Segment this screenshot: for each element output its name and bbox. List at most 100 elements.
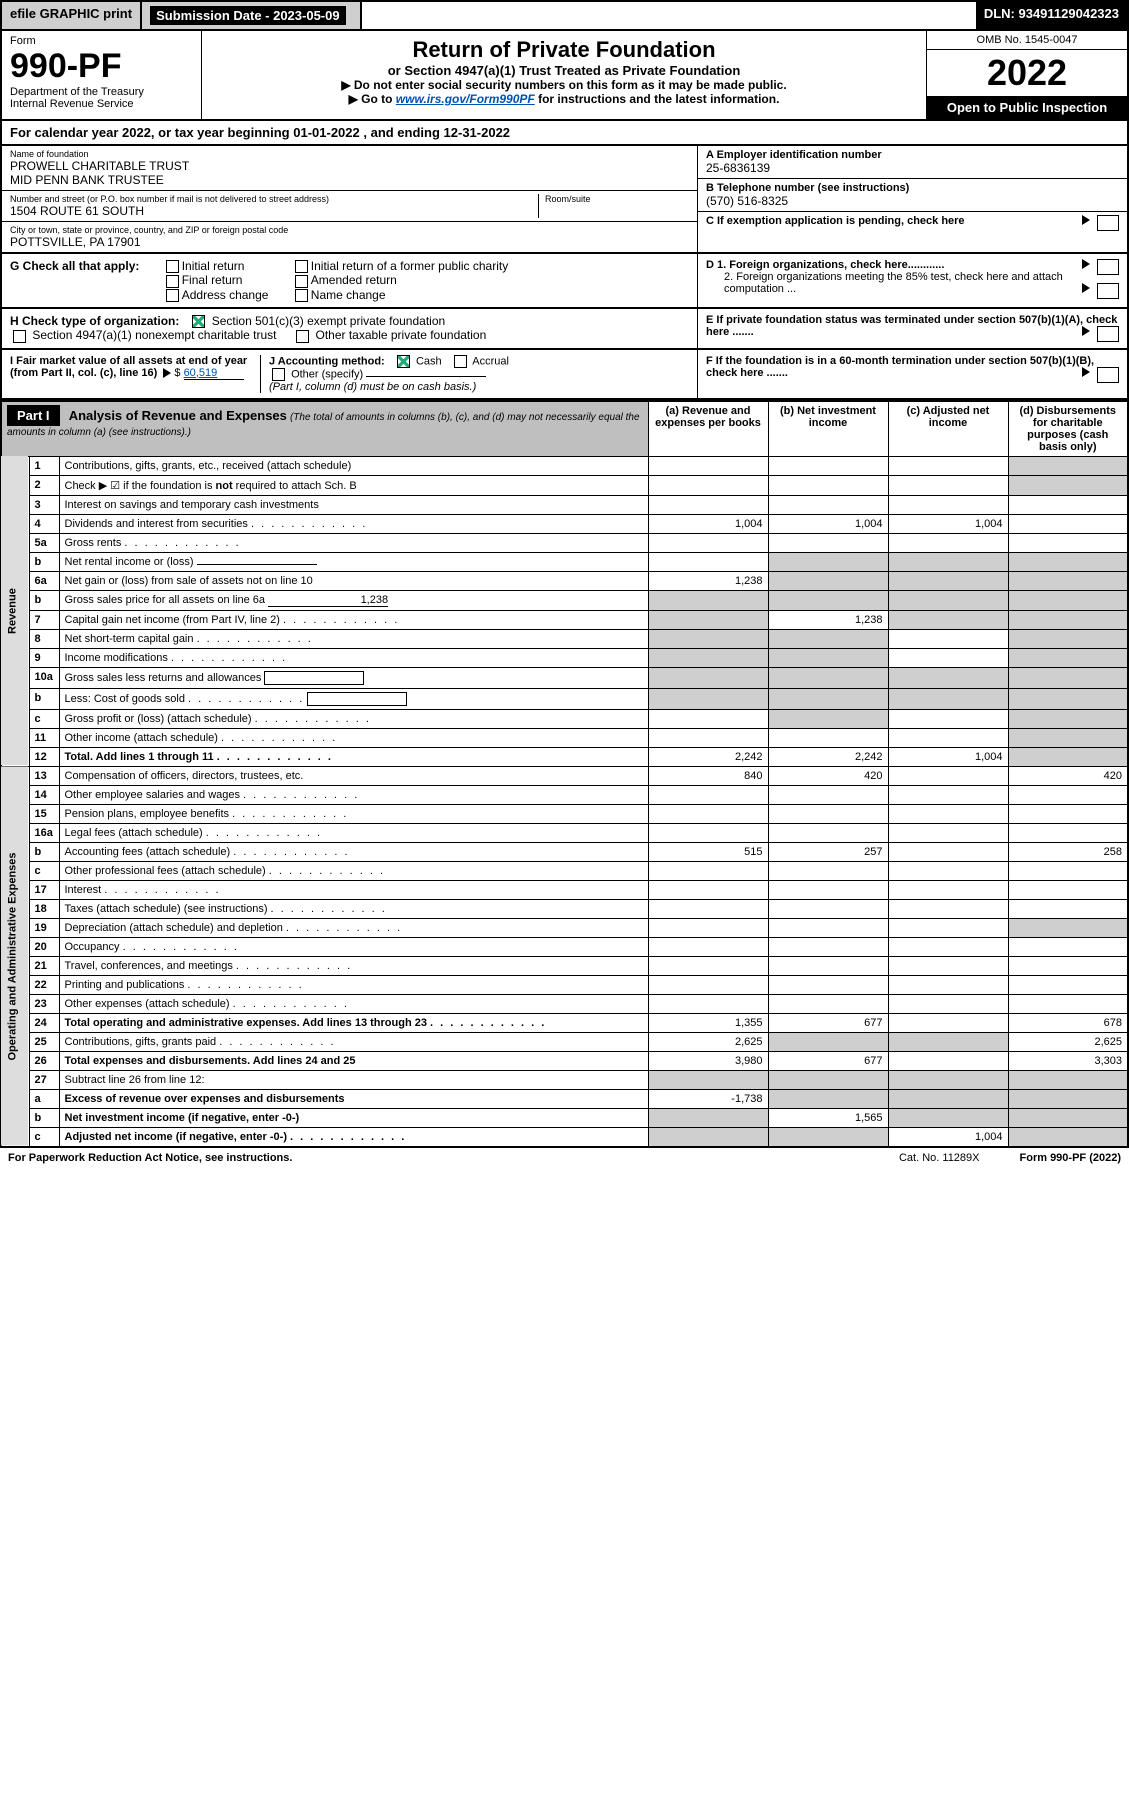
col-d-value: [1008, 804, 1128, 823]
line-description: Check ▶ ☑ if the foundation is not requi…: [59, 475, 648, 495]
col-b-value: [768, 1089, 888, 1108]
col-a-value: [648, 533, 768, 552]
cb-accrual[interactable]: [454, 355, 467, 368]
col-a-value: [648, 861, 768, 880]
cal-mid: , and ending: [363, 125, 443, 140]
line-number: 23: [29, 994, 59, 1013]
dept-treasury: Department of the Treasury: [10, 86, 193, 98]
col-c-value: [888, 590, 1008, 610]
cb-other-method[interactable]: [272, 368, 285, 381]
table-row: 20Occupancy: [1, 937, 1128, 956]
j-other-line: [366, 376, 486, 377]
line-number: b: [29, 590, 59, 610]
col-c-value: [888, 610, 1008, 629]
col-c-value: [888, 667, 1008, 688]
line-description: Other professional fees (attach schedule…: [59, 861, 648, 880]
c-text: C If exemption application is pending, c…: [706, 215, 965, 227]
cb-other-tax[interactable]: [296, 330, 309, 343]
col-d-value: [1008, 823, 1128, 842]
part1-title-cell: Part I Analysis of Revenue and Expenses …: [1, 401, 648, 457]
line-description: Net short-term capital gain: [59, 629, 648, 648]
d2-checkbox[interactable]: [1097, 283, 1119, 299]
cb-amended[interactable]: [295, 275, 308, 288]
header-center: Return of Private Foundation or Section …: [202, 31, 927, 119]
j-label: J Accounting method:: [269, 355, 385, 367]
line-description: Occupancy: [59, 937, 648, 956]
instr-link[interactable]: www.irs.gov/Form990PF: [396, 92, 535, 106]
col-d-value: [1008, 785, 1128, 804]
i-value[interactable]: 60,519: [184, 367, 244, 380]
cb-initial-former[interactable]: [295, 260, 308, 273]
c-checkbox[interactable]: [1097, 215, 1119, 231]
name-label: Name of foundation: [10, 149, 689, 159]
table-row: 27Subtract line 26 from line 12:: [1, 1070, 1128, 1089]
g-opt-5: Name change: [311, 288, 386, 302]
col-d-value: [1008, 688, 1128, 709]
line-number: b: [29, 842, 59, 861]
ein-label: A Employer identification number: [706, 149, 1119, 161]
col-c-value: [888, 785, 1008, 804]
d1-checkbox[interactable]: [1097, 259, 1119, 275]
col-c-value: [888, 456, 1008, 475]
table-row: 8Net short-term capital gain: [1, 629, 1128, 648]
cb-address-change[interactable]: [166, 289, 179, 302]
col-c-value: [888, 975, 1008, 994]
part1-header-row: Part I Analysis of Revenue and Expenses …: [1, 401, 1128, 457]
arrow-icon: [1082, 326, 1090, 336]
table-row: 18Taxes (attach schedule) (see instructi…: [1, 899, 1128, 918]
col-c-value: [888, 1032, 1008, 1051]
cal-begin: 01-01-2022: [293, 125, 360, 140]
cb-final-return[interactable]: [166, 275, 179, 288]
col-b-value: [768, 667, 888, 688]
col-b-value: [768, 495, 888, 514]
line-description: Other income (attach schedule): [59, 728, 648, 747]
col-a-value: [648, 475, 768, 495]
table-row: 11Other income (attach schedule): [1, 728, 1128, 747]
col-c-value: 1,004: [888, 747, 1008, 766]
d1-text: D 1. Foreign organizations, check here..…: [706, 259, 944, 271]
cb-4947[interactable]: [13, 330, 26, 343]
line-description: Other expenses (attach schedule): [59, 994, 648, 1013]
col-c-value: [888, 994, 1008, 1013]
col-a-value: 2,242: [648, 747, 768, 766]
f-checkbox[interactable]: [1097, 367, 1119, 383]
g-opt-0: Initial return: [182, 259, 245, 273]
col-c-value: [888, 1013, 1008, 1032]
ein-cell: A Employer identification number 25-6836…: [698, 146, 1127, 179]
line-number: 7: [29, 610, 59, 629]
instr-ssn: ▶ Do not enter social security numbers o…: [208, 78, 920, 92]
line-number: c: [29, 709, 59, 728]
cb-cash[interactable]: [397, 355, 410, 368]
cb-name-change[interactable]: [295, 289, 308, 302]
line-description: Total expenses and disbursements. Add li…: [59, 1051, 648, 1070]
cb-501c3[interactable]: [192, 315, 205, 328]
part1-title: Analysis of Revenue and Expenses: [69, 408, 287, 423]
col-a-value: [648, 1108, 768, 1127]
col-c-value: [888, 842, 1008, 861]
col-b-value: [768, 937, 888, 956]
city-label: City or town, state or province, country…: [10, 225, 689, 235]
table-row: 6aNet gain or (loss) from sale of assets…: [1, 571, 1128, 590]
cal-end: 12-31-2022: [444, 125, 511, 140]
form-number: 990-PF: [10, 47, 193, 86]
cb-initial-return[interactable]: [166, 260, 179, 273]
expenses-section-label: Operating and Administrative Expenses: [1, 766, 29, 1147]
col-d-value: [1008, 629, 1128, 648]
line-description: Capital gain net income (from Part IV, l…: [59, 610, 648, 629]
col-a-value: 3,980: [648, 1051, 768, 1070]
col-d-value: 420: [1008, 766, 1128, 785]
col-b-value: [768, 994, 888, 1013]
col-a-value: [648, 880, 768, 899]
col-c-value: [888, 688, 1008, 709]
j-other: Other (specify): [291, 368, 363, 380]
line-description: Income modifications: [59, 648, 648, 667]
table-row: 4Dividends and interest from securities …: [1, 514, 1128, 533]
line-number: 25: [29, 1032, 59, 1051]
h-label: H Check type of organization:: [10, 314, 179, 328]
line-description: Dividends and interest from securities: [59, 514, 648, 533]
e-checkbox[interactable]: [1097, 326, 1119, 342]
col-a-value: [648, 785, 768, 804]
col-b-value: 2,242: [768, 747, 888, 766]
line-number: 10a: [29, 667, 59, 688]
cat-no: Cat. No. 11289X: [899, 1152, 980, 1164]
